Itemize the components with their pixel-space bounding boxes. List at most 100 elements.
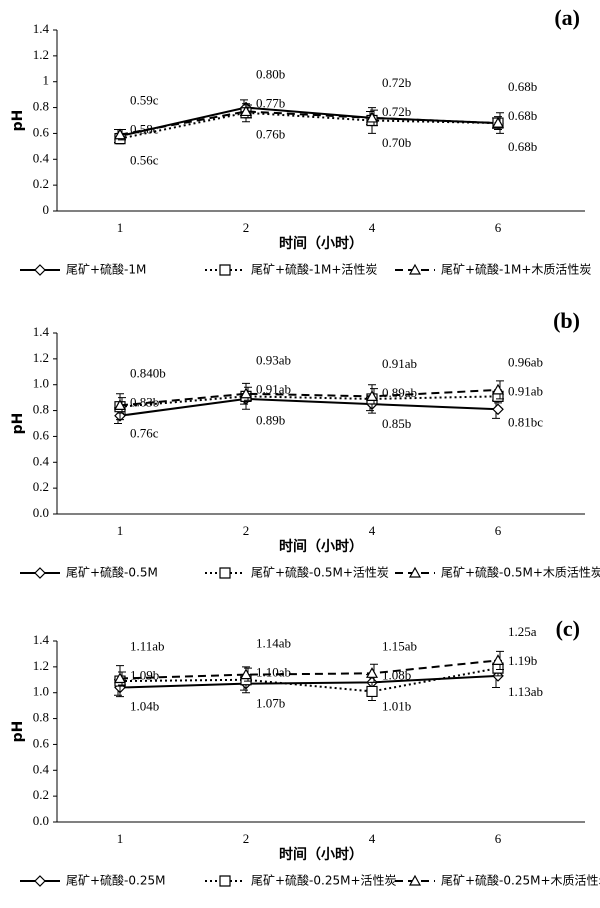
x-tick-label: 1 [117, 523, 124, 538]
value-label: 0.72b [382, 104, 411, 119]
series-line [119, 659, 499, 680]
series-line [119, 388, 499, 407]
x-tick-label: 6 [495, 831, 502, 846]
y-axis-label: pH [10, 413, 26, 435]
legend-marker [219, 567, 231, 579]
value-label: 0.91ab [382, 356, 417, 371]
value-label: 1.14ab [256, 635, 291, 650]
y-tick-label: 1.4 [33, 324, 50, 339]
legend-marker [408, 263, 422, 275]
x-tick-label: 4 [369, 523, 376, 538]
value-label: 1.07b [256, 695, 285, 710]
data-point [365, 111, 379, 123]
y-tick-label: 1.4 [33, 21, 50, 36]
value-label: 0.68b [508, 108, 537, 123]
data-point [239, 387, 253, 399]
legend-label: 尾矿+硫酸-1M+木质活性炭 [441, 262, 591, 277]
legend-marker [34, 264, 46, 276]
panel-label: (c) [556, 616, 580, 641]
value-label: 0.77b [256, 96, 285, 111]
value-label: 0.91ab [508, 383, 543, 398]
series-line [119, 111, 499, 140]
data-point [491, 383, 505, 395]
value-label: 1.01b [382, 698, 411, 713]
y-axis-label: pH [10, 721, 26, 743]
y-tick-label: 1.0 [33, 376, 49, 391]
y-tick-label: 1 [43, 73, 50, 88]
legend-marker [34, 567, 46, 579]
panel-label: (a) [554, 5, 580, 30]
value-label: 0.96ab [508, 354, 543, 369]
value-label: 0.81bc [508, 414, 543, 429]
value-label: 0.89ab [382, 385, 417, 400]
y-tick-label: 0.0 [33, 813, 49, 828]
data-point [239, 668, 253, 680]
y-tick-label: 0.6 [33, 427, 50, 442]
value-label: 1.10ab [256, 664, 291, 679]
panel-label: (b) [553, 308, 580, 333]
legend-label: 尾矿+硫酸-0.25M+活性炭 [251, 873, 397, 888]
value-label: 1.11ab [130, 638, 165, 653]
y-tick-label: 0.2 [33, 787, 49, 802]
y-tick-label: 0.8 [33, 99, 49, 114]
series-line [119, 106, 499, 137]
y-tick-label: 1.2 [33, 47, 49, 62]
y-tick-label: 0.6 [33, 735, 50, 750]
x-tick-label: 1 [117, 831, 124, 846]
value-label: 0.91ab [256, 381, 291, 396]
y-tick-label: 0.8 [33, 402, 49, 417]
value-label: 0.83b [130, 394, 159, 409]
data-point [239, 105, 253, 117]
series-line [119, 110, 499, 136]
y-tick-label: 0.4 [33, 150, 50, 165]
legend-label: 尾矿+硫酸-0.25M [66, 873, 165, 888]
y-axis-label: pH [10, 110, 26, 132]
x-tick-label: 6 [495, 220, 502, 235]
data-point [113, 672, 127, 684]
value-label: 1.09b [130, 667, 159, 682]
value-label: 0.76b [256, 127, 285, 142]
x-axis-label: 时间（小时） [279, 235, 363, 252]
legend-marker [219, 875, 231, 887]
legend-label: 尾矿+硫酸-0.25M+木质活性炭 [441, 873, 600, 888]
y-tick-label: 1.2 [33, 350, 49, 365]
data-point [365, 390, 379, 401]
data-point [113, 399, 127, 410]
y-tick-label: 0 [43, 202, 50, 217]
value-label: 0.58c [130, 121, 159, 136]
series-line [119, 397, 499, 417]
value-label: 1.04b [130, 698, 159, 713]
data-point [365, 667, 379, 678]
legend-marker [34, 875, 46, 887]
x-tick-label: 1 [117, 220, 124, 235]
y-tick-label: 0.4 [33, 453, 50, 468]
value-label: 0.840b [130, 365, 166, 380]
data-point [492, 403, 504, 416]
value-label: 0.68b [508, 79, 537, 94]
y-tick-label: 0.4 [33, 761, 50, 776]
legend-label: 尾矿+硫酸-1M+活性炭 [251, 262, 377, 277]
value-label: 0.93ab [256, 352, 291, 367]
legend-marker [219, 264, 231, 276]
x-tick-label: 4 [369, 831, 376, 846]
value-label: 0.80b [256, 67, 285, 82]
value-label: 0.76c [130, 425, 159, 440]
y-tick-label: 1.2 [33, 658, 49, 673]
x-tick-label: 6 [495, 523, 502, 538]
x-axis-label: 时间（小时） [279, 538, 363, 555]
value-label: 1.15ab [382, 638, 417, 653]
x-tick-label: 4 [369, 220, 376, 235]
value-label: 1.19b [508, 653, 537, 668]
legend-label: 尾矿+硫酸-1M [66, 262, 146, 277]
x-tick-label: 2 [243, 523, 250, 538]
y-tick-label: 0.2 [33, 479, 49, 494]
value-label: 0.59c [130, 92, 159, 107]
y-tick-label: 1.0 [33, 684, 49, 699]
x-tick-label: 2 [243, 831, 250, 846]
value-label: 0.70b [382, 135, 411, 150]
x-tick-label: 2 [243, 220, 250, 235]
legend-marker [408, 566, 422, 578]
y-tick-label: 0.8 [33, 710, 49, 725]
data-point [113, 128, 127, 140]
